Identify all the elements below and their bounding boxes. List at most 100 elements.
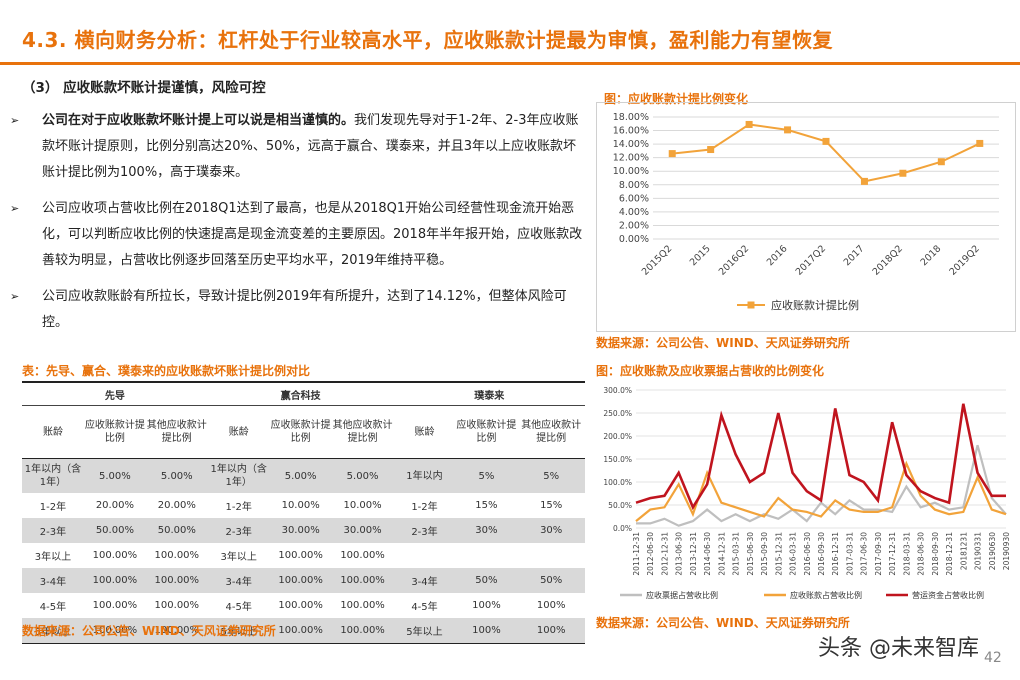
company-header: 赢合科技 — [207, 381, 394, 406]
column-header: 账龄 — [207, 405, 270, 459]
table-cell: 20.00% — [95, 500, 134, 511]
y-tick-label: 300.0% — [603, 386, 632, 395]
table-cell: 100.00% — [92, 600, 138, 611]
y-tick-label: 4.00% — [619, 207, 649, 218]
table-cell: 1-2年 — [39, 502, 67, 513]
table-cell: 30% — [517, 518, 585, 543]
data-point — [899, 169, 907, 177]
x-tick-label: 20190630 — [988, 532, 997, 570]
chart2-caption: 图：应收账款及应收票据占营收的比例变化 — [596, 364, 825, 378]
table-cell: 100.00% — [145, 568, 208, 593]
title-divider — [0, 62, 1020, 65]
x-tick-label: 2013-06-30 — [675, 532, 684, 576]
table-cell: 10.00% — [343, 500, 382, 511]
table-cell: 100.00% — [145, 618, 208, 644]
y-tick-label: 50.0% — [608, 501, 632, 510]
x-tick-label: 2016-12-31 — [831, 532, 840, 576]
y-tick-label: 16.00% — [613, 126, 649, 137]
table-source: 数据来源：公司公告、WIND、天风证券研究所 — [22, 624, 276, 638]
bullet-item: ➢ 公司应收款账龄有所拉长，导致计提比例2019年有所提升，达到了14.12%，但… — [6, 284, 584, 336]
table-cell: 1年以内 — [393, 458, 456, 493]
bullet-item: ➢ 公司应收项占营收比例在2018Q1达到了最高，也是从2018Q1开始公司经营性… — [6, 196, 584, 274]
bullet-bold-text: 公司在对于应收账款坏账计提上可以说是相当谨慎的。 — [42, 113, 355, 128]
x-tick-label: 20190331 — [974, 532, 983, 570]
table-cell: 100% — [472, 600, 501, 611]
table-cell: 100.00% — [154, 600, 200, 611]
section-heading: （3） 应收账款坏账计提谨慎，风险可控 — [22, 80, 266, 96]
provision-table: 先导 赢合科技 璞泰来 账龄 应收账款计提比例 其他应收款计提比例 账龄 应收账款计提比… — [22, 381, 585, 644]
table-cell: 100.00% — [331, 568, 394, 593]
y-tick-label: 0.0% — [613, 524, 632, 533]
table-cell: 100.00% — [154, 550, 200, 561]
table-cell: 3年以上 — [34, 552, 72, 563]
data-point — [668, 150, 676, 158]
x-tick-label: 2016Q2 — [717, 243, 751, 277]
data-point — [784, 126, 792, 134]
page-title: 4.3. 横向财务分析：杠杆处于行业较高水平，应收账款计提最为审慎，盈利能力有望… — [22, 28, 833, 52]
table-cell: 5.00% — [269, 458, 332, 493]
table-row: 4-5年 100.00% 100.00% 4-5年 100.00% 100.00% 4-5年… — [22, 593, 585, 618]
table-cell: 100.00% — [278, 550, 323, 561]
x-tick-label: 2015Q2 — [640, 243, 674, 277]
arrow-bullet-icon: ➢ — [10, 114, 20, 127]
x-tick-label: 2016 — [765, 243, 790, 268]
legend-marker — [747, 301, 755, 309]
table-cell: 100.00% — [83, 568, 146, 593]
table-cell: 4-5年 — [39, 602, 67, 613]
table-row: 5年以上 100.00% 100.00% 5年以上 100.00% 100.00% 5年以上… — [22, 618, 585, 644]
table-cell: 50% — [455, 568, 518, 593]
x-tick-label: 2015-12-31 — [774, 532, 783, 576]
table-cell: 15% — [540, 500, 563, 511]
series-line — [636, 444, 1007, 527]
table-cell: 100.00% — [340, 550, 385, 561]
data-point — [937, 158, 945, 166]
x-tick-label: 2018-03-31 — [902, 532, 911, 576]
bullet-text: 我们发现先导对于1-2年、2-3年应收账款坏账计提原则，比例分别高达20%、50… — [42, 113, 579, 180]
x-tick-label: 2017-12-31 — [888, 532, 897, 576]
x-tick-label: 2012-12-31 — [660, 532, 669, 576]
legend-label: 应收账款占营收比例 — [790, 590, 862, 600]
legend-label: 营运资金占营收比例 — [912, 590, 984, 600]
table-cell: 1-2年 — [225, 502, 252, 513]
bullet-item: ➢ 公司在对于应收账款坏账计提上可以说是相当谨慎的。我们发现先导对于1-2年、2-… — [6, 108, 584, 186]
x-tick-label: 2016-09-30 — [817, 532, 826, 576]
table-cell: 3-4年 — [393, 568, 456, 593]
y-tick-label: 14.00% — [613, 139, 649, 150]
legend-label: 应收票据占营收比例 — [646, 590, 718, 600]
x-tick-label: 2018-12-31 — [945, 532, 954, 576]
table-cell: 100.00% — [83, 618, 146, 644]
x-tick-label: 2015-09-30 — [760, 532, 769, 576]
arrow-bullet-icon: ➢ — [10, 290, 20, 303]
data-point — [976, 139, 984, 147]
data-point — [860, 177, 868, 185]
chart2-source: 数据来源：公司公告、WIND、天风证券研究所 — [596, 616, 850, 630]
chart2-frame: 0.0% 50.0% 100.0% 150.0% 200.0% 250.0% 300.0% 2… — [596, 378, 1014, 608]
y-tick-label: 0.00% — [619, 234, 649, 245]
x-tick-label: 2017Q2 — [794, 243, 828, 277]
table-cell: 100.00% — [340, 600, 385, 611]
table-cell: 30% — [455, 518, 518, 543]
chart1-frame: 0.00% 2.00% 4.00% 6.00% 8.00% 10.00% 12.00% 14.… — [596, 102, 1016, 332]
series-line — [635, 403, 1006, 511]
table-cell: 2-3年 — [393, 518, 456, 543]
column-header: 其他应收款计提比例 — [331, 405, 394, 459]
table-cell: 5年以上 — [393, 618, 456, 644]
x-tick-label: 2013-12-31 — [689, 532, 698, 576]
company-header: 先导 — [22, 381, 208, 406]
table-cell: 100% — [536, 600, 566, 611]
column-header: 其他应收款计提比例 — [517, 405, 585, 459]
x-tick-label: 2014-06-30 — [703, 532, 712, 576]
table-cell: 3年以上 — [220, 552, 257, 563]
x-tick-label: 2014-12-31 — [717, 532, 726, 576]
table-cell: 5.00% — [331, 458, 394, 493]
x-tick-label: 2015-06-30 — [746, 532, 755, 576]
table-subheader: 账龄 应收账款计提比例 其他应收款计提比例 账龄 应收账款计提比例 其他应收款计提比例 账龄… — [22, 405, 585, 459]
table-cell: 1-2年 — [411, 502, 438, 513]
column-header: 应收账款计提比例 — [269, 405, 332, 459]
table-row: 1-2年 20.00% 20.00% 1-2年 10.00% 10.00% 1-2年 15% 1… — [22, 493, 585, 518]
y-tick-label: 100.0% — [603, 478, 632, 487]
y-tick-label: 250.0% — [603, 409, 632, 418]
table-cell: 30.00% — [269, 518, 332, 543]
bullet-text: 公司应收项占营收比例在2018Q1达到了最高，也是从2018Q1开始公司经营性现… — [42, 201, 583, 268]
y-tick-label: 18.00% — [613, 112, 649, 123]
